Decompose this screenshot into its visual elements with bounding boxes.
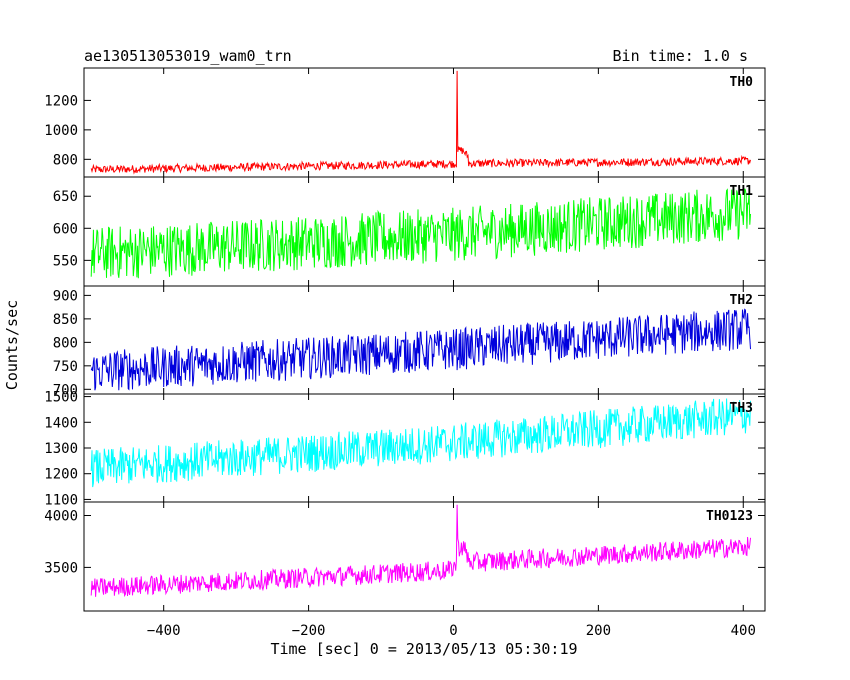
y-tick-label: 3500 (44, 560, 78, 576)
series-th3 (90, 398, 751, 488)
y-tick-label: 1200 (44, 467, 78, 483)
series-th2 (90, 308, 751, 391)
y-tick-label: 1100 (44, 492, 78, 508)
panel-frame (83, 393, 766, 503)
y-tick-label: 1300 (44, 441, 78, 457)
panel-name-label: TH0 (730, 75, 754, 90)
x-tick-label: 200 (586, 623, 611, 639)
y-tick-label: 750 (53, 359, 78, 375)
y-tick-label: 550 (53, 253, 78, 269)
y-tick-label: 800 (53, 335, 78, 351)
panel-th1: 550 600 650 TH1 (53, 176, 766, 287)
panel-name-label: TH2 (730, 293, 753, 308)
chart-title: ae130513053019_wam0_trn (84, 47, 292, 65)
panel-th2: 700 750 800 850 900 TH2 (53, 285, 766, 398)
series-th0123 (90, 504, 751, 598)
x-tick-label: 0 (449, 623, 457, 639)
x-axis-label: Time [sec] 0 = 2013/05/13 05:30:19 (270, 640, 577, 658)
panels-group: 800 1000 1200 TH0 550 600 650 TH1 700 750 800 850 90… (44, 67, 766, 612)
y-tick-label: 700 (53, 382, 78, 398)
panel-name-label: TH3 (730, 401, 753, 416)
y-tick-label: 650 (53, 189, 78, 205)
x-tick-label: 400 (731, 623, 756, 639)
x-tick-label: −200 (292, 623, 326, 639)
y-tick-label: 1200 (44, 93, 78, 109)
series-th1 (90, 187, 751, 279)
panel-name-label: TH0123 (706, 509, 753, 524)
series-th0 (90, 70, 751, 175)
panel-frame (83, 501, 766, 612)
y-tick-label: 850 (53, 312, 78, 328)
panel-th0: 800 1000 1200 TH0 (44, 67, 766, 178)
panel-th3: 1100 1200 1300 1400 1500 TH3 (44, 390, 766, 508)
y-axis-label: Counts/sec (3, 300, 21, 390)
y-tick-label: 600 (53, 221, 78, 237)
y-tick-label: 4000 (44, 508, 78, 524)
y-tick-label: 1500 (44, 390, 78, 406)
x-tick-labels: −400 −200 0 200 400 (147, 623, 756, 639)
y-tick-label: 1400 (44, 415, 78, 431)
panel-name-label: TH1 (730, 184, 754, 199)
bin-time-label: Bin time: 1.0 s (613, 47, 748, 65)
panel-th0123: 3500 4000 TH0123 (44, 501, 766, 612)
y-tick-label: 800 (53, 152, 78, 168)
y-tick-label: 900 (53, 288, 78, 304)
y-tick-label: 1000 (44, 123, 78, 139)
panel-frame (83, 285, 766, 395)
x-tick-label: −400 (147, 623, 181, 639)
